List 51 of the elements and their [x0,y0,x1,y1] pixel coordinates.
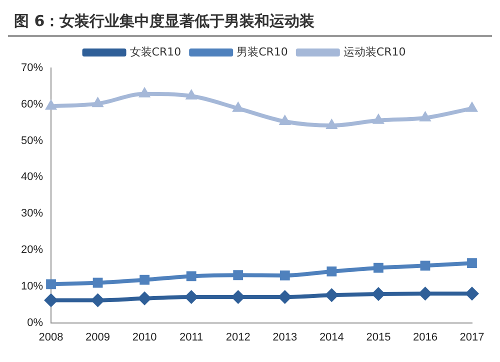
point [466,101,478,112]
point [90,293,105,308]
y-tick-label: 20% [20,244,44,256]
point [372,113,385,124]
point [138,86,151,98]
point [232,101,244,112]
point [420,260,430,271]
point [92,96,104,108]
y-tick-label: 0% [27,316,44,329]
point [231,290,246,304]
legend-label: 运动装CR10 [343,45,406,58]
y-tick-label: 40% [20,171,44,184]
point [419,110,432,122]
x-tick-label: 2011 [180,331,204,344]
point [184,290,198,304]
x-tick-label: 2009 [86,331,110,344]
y-tick-label: 60% [20,98,44,110]
point [140,274,150,285]
point [371,287,386,302]
point [324,288,339,302]
point [280,270,290,280]
point [138,291,152,306]
point [326,118,338,130]
point [467,258,477,268]
point [465,286,479,301]
x-tick-label: 2014 [319,331,344,344]
point [418,286,432,301]
x-tick-label: 2015 [366,331,391,344]
point [186,271,196,282]
point [278,114,291,126]
point [44,99,58,110]
point [374,262,384,273]
point [44,293,58,308]
x-tick-label: 2017 [460,331,484,344]
y-tick-label: 70% [20,62,44,74]
x-tick-label: 2013 [272,331,298,344]
chart-title: 图 6：女装行业集中度显著低于男装和运动装 [8,8,492,37]
legend-label: 男装CR10 [236,45,288,58]
x-tick-label: 2012 [226,331,250,344]
point [46,279,56,290]
x-tick-label: 2008 [38,331,64,344]
point [185,89,198,100]
x-tick-label: 2016 [412,331,438,344]
y-tick-label: 50% [20,134,44,147]
point [92,278,103,288]
point [326,266,337,276]
x-tick-label: 2010 [132,331,157,344]
y-tick-label: 30% [20,208,44,220]
y-tick-label: 10% [20,280,44,292]
legend-label: 女装CR10 [130,45,182,58]
point [233,270,244,280]
